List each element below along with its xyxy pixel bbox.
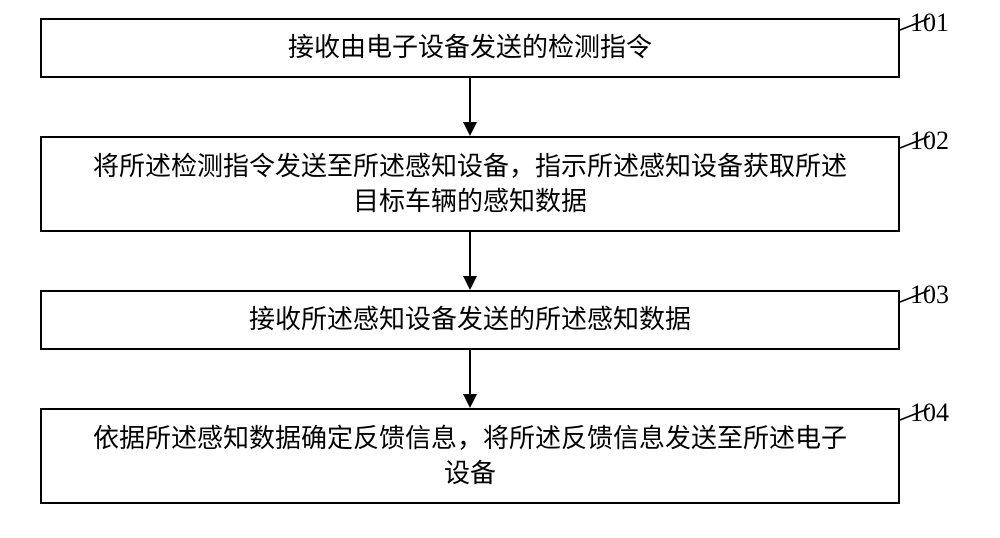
flow-node-text: 将所述检测指令发送至所述感知设备，指示所述感知设备获取所述 目标车辆的感知数据 [93, 149, 847, 219]
flow-node-n4: 依据所述感知数据确定反馈信息，将所述反馈信息发送至所述电子 设备 [40, 408, 900, 504]
step-label-103: 103 [910, 280, 949, 310]
flow-node-text: 接收由电子设备发送的检测指令 [288, 30, 652, 65]
step-label-101: 101 [910, 8, 949, 38]
step-label-102: 102 [910, 126, 949, 156]
flow-node-n1: 接收由电子设备发送的检测指令 [40, 18, 900, 78]
flow-node-text: 依据所述感知数据确定反馈信息，将所述反馈信息发送至所述电子 设备 [93, 421, 847, 491]
flowchart-canvas: 接收由电子设备发送的检测指令 101 将所述检测指令发送至所述感知设备，指示所述感知… [0, 0, 1000, 538]
flow-node-n3: 接收所述感知设备发送的所述感知数据 [40, 290, 900, 350]
flow-node-text: 接收所述感知设备发送的所述感知数据 [249, 302, 691, 337]
step-label-104: 104 [910, 398, 949, 428]
flow-node-n2: 将所述检测指令发送至所述感知设备，指示所述感知设备获取所述 目标车辆的感知数据 [40, 136, 900, 232]
